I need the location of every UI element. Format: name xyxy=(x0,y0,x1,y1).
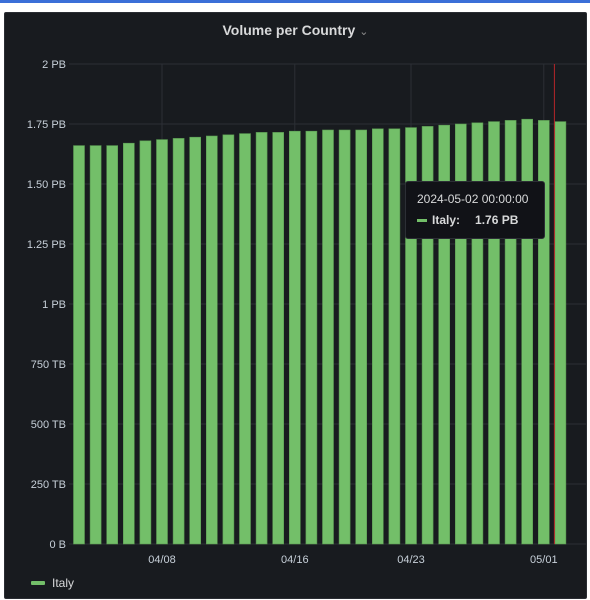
bar-italy-2024-04-20[interactable] xyxy=(355,129,368,545)
bar-italy-2024-04-28[interactable] xyxy=(488,121,500,545)
bar-italy-2024-04-14[interactable] xyxy=(255,132,268,545)
x-tick-label: 05/01 xyxy=(530,554,558,566)
bar-italy-2024-04-18[interactable] xyxy=(322,129,334,545)
y-tick-label: 2 PB xyxy=(42,59,66,71)
bar-italy-2024-04-05[interactable] xyxy=(106,145,118,545)
bar-italy-2024-04-23[interactable] xyxy=(405,127,417,545)
bar-italy-2024-04-03[interactable] xyxy=(73,145,85,545)
bar-italy-2024-04-11[interactable] xyxy=(206,135,218,545)
bar-italy-2024-04-08[interactable] xyxy=(156,139,168,545)
y-axis-ticks: 0 B 250 TB 500 TB 750 TB 1 PB 1.25 PB 1.50 PB 1… xyxy=(27,59,66,551)
bar-italy-2024-04-26[interactable] xyxy=(454,123,467,545)
bar-italy-2024-04-19[interactable] xyxy=(338,129,351,545)
bar-italy-2024-04-06[interactable] xyxy=(123,142,135,545)
y-tick-label: 1.25 PB xyxy=(27,239,66,251)
hover-tooltip: 2024-05-02 00:00:00 Italy: 1.76 PB xyxy=(405,181,545,239)
bar-italy-2024-04-04[interactable] xyxy=(89,145,102,545)
y-tick-label: 750 TB xyxy=(31,359,66,371)
chevron-down-icon[interactable]: ⌄ xyxy=(359,26,369,38)
bar-italy-2024-04-15[interactable] xyxy=(272,132,285,545)
tooltip-series-label: Italy: xyxy=(432,213,461,227)
x-axis-ticks: 04/08 04/16 04/23 05/01 xyxy=(148,554,557,566)
bar-italy-2024-04-29[interactable] xyxy=(504,120,517,545)
bar-italy-2024-04-24[interactable] xyxy=(421,126,434,545)
bar-italy-2024-04-12[interactable] xyxy=(222,134,235,545)
x-tick-label: 04/16 xyxy=(281,554,309,566)
panel-title[interactable]: Volume per Country ⌄ xyxy=(5,22,586,38)
legend-label-italy[interactable]: Italy xyxy=(52,576,75,590)
bar-italy-2024-05-02[interactable] xyxy=(554,121,567,545)
bar-italy-2024-04-21[interactable] xyxy=(371,128,384,545)
bar-italy-2024-04-10[interactable] xyxy=(189,136,201,545)
bar-italy-2024-04-07[interactable] xyxy=(139,140,152,545)
x-tick-label: 04/23 xyxy=(397,554,425,566)
legend-swatch-italy xyxy=(31,581,45,585)
chart-panel: Volume per Country ⌄ 0 B 250 TB 500 TB 750 T… xyxy=(4,12,587,599)
bar-italy-2024-04-25[interactable] xyxy=(438,124,451,545)
y-tick-label: 250 TB xyxy=(31,479,66,491)
panel-title-text: Volume per Country xyxy=(222,22,356,38)
bar-italy-2024-04-17[interactable] xyxy=(305,130,318,545)
x-tick-label: 04/08 xyxy=(148,554,176,566)
y-tick-label: 1.75 PB xyxy=(27,119,66,131)
tooltip-value: 1.76 PB xyxy=(475,213,519,227)
bar-italy-2024-04-13[interactable] xyxy=(239,133,251,545)
y-tick-label: 1 PB xyxy=(42,299,66,311)
y-tick-label: 0 B xyxy=(49,539,66,551)
tooltip-time: 2024-05-02 00:00:00 xyxy=(417,192,529,206)
bar-italy-2024-05-01[interactable] xyxy=(537,120,550,545)
bar-italy-2024-04-09[interactable] xyxy=(172,138,185,545)
tooltip-row: Italy: 1.76 PB xyxy=(417,213,518,227)
bars xyxy=(73,118,567,545)
legend[interactable]: Italy xyxy=(31,576,74,590)
tooltip-series-swatch xyxy=(417,218,427,222)
bar-italy-2024-04-30[interactable] xyxy=(521,118,534,545)
bar-italy-2024-04-22[interactable] xyxy=(388,128,401,545)
bar-italy-2024-04-27[interactable] xyxy=(471,122,484,545)
y-tick-label: 500 TB xyxy=(31,419,66,431)
bar-italy-2024-04-16[interactable] xyxy=(288,130,301,545)
y-tick-label: 1.50 PB xyxy=(27,179,66,191)
bar-chart[interactable]: 0 B 250 TB 500 TB 750 TB 1 PB 1.25 PB 1.50 PB 1… xyxy=(5,13,588,600)
